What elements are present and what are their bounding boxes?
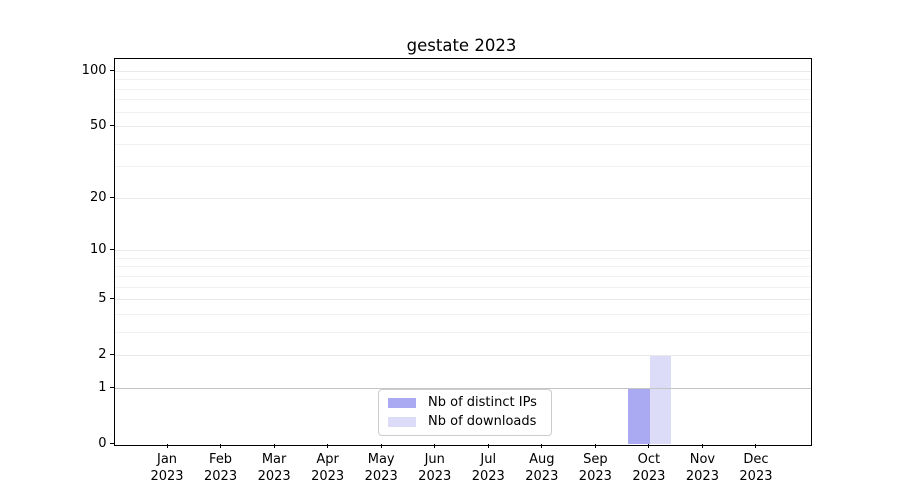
legend-label-distinct-ips: Nb of distinct IPs: [428, 395, 537, 410]
minor-gridline: [114, 166, 811, 168]
plot-area: [113, 57, 812, 446]
minor-gridline: [114, 331, 811, 333]
x-tick-label: Jul 2023: [471, 452, 505, 484]
minor-gridline: [114, 286, 811, 288]
legend-swatch-downloads: [388, 417, 416, 427]
x-tick-label: Dec 2023: [739, 452, 773, 484]
x-tick-mark: [327, 443, 329, 448]
major-gridline: [114, 250, 811, 252]
bar-oct-series-0: [628, 388, 650, 445]
major-gridline: [114, 387, 811, 389]
major-gridline: [114, 70, 811, 72]
minor-gridline: [114, 275, 811, 277]
x-tick-mark: [434, 443, 436, 448]
y-tick-label: 0: [98, 436, 107, 451]
x-tick-mark: [380, 443, 382, 448]
y-tick-label: 20: [89, 189, 107, 205]
x-tick-mark: [273, 443, 275, 448]
minor-gridline: [114, 79, 811, 81]
y-tick-mark: [109, 354, 114, 356]
x-tick-mark: [487, 443, 489, 448]
x-tick-label: Oct 2023: [632, 452, 666, 484]
y-tick-mark: [109, 196, 114, 198]
x-tick-label: Jun 2023: [418, 452, 452, 484]
y-tick-label: 50: [89, 117, 107, 133]
chart-title: gestate 2023: [406, 36, 517, 55]
y-tick-mark: [109, 386, 114, 388]
y-tick-label: 2: [98, 347, 107, 363]
y-tick-mark: [109, 69, 114, 71]
x-tick-mark: [648, 443, 650, 448]
x-tick-label: Aug 2023: [525, 452, 559, 484]
legend-item-distinct-ips: Nb of distinct IPs: [388, 396, 542, 410]
x-tick-label: May 2023: [364, 452, 398, 484]
minor-gridline: [114, 111, 811, 113]
y-tick-label: 10: [89, 242, 107, 258]
major-gridline: [114, 299, 811, 301]
gridlines-layer: [114, 59, 811, 445]
x-tick-label: Mar 2023: [257, 452, 291, 484]
y-tick-mark: [109, 249, 114, 251]
major-gridline: [114, 197, 811, 199]
bars-layer: [115, 59, 811, 445]
major-gridline: [114, 125, 811, 127]
y-tick-label: 5: [98, 291, 107, 307]
major-gridline: [114, 355, 811, 357]
legend-swatch-distinct-ips: [388, 398, 416, 408]
x-tick-mark: [166, 443, 168, 448]
y-tick-mark: [109, 443, 114, 444]
y-tick-label: 100: [81, 62, 107, 78]
minor-gridline: [114, 313, 811, 315]
bar-oct-series-1: [649, 355, 672, 445]
x-tick-mark: [701, 443, 703, 448]
x-tick-label: Jan 2023: [150, 452, 184, 484]
x-tick-label: Apr 2023: [311, 452, 345, 484]
y-tick-mark: [109, 298, 114, 300]
x-tick-mark: [594, 443, 596, 448]
minor-gridline: [114, 266, 811, 268]
x-tick-label: Sep 2023: [578, 452, 612, 484]
y-tick-label: 1: [98, 379, 107, 395]
minor-gridline: [114, 88, 811, 90]
legend-label-downloads: Nb of downloads: [428, 414, 537, 429]
legend: Nb of distinct IPs Nb of downloads: [378, 389, 552, 436]
minor-gridline: [114, 99, 811, 101]
legend-item-downloads: Nb of downloads: [388, 415, 542, 429]
x-tick-mark: [220, 443, 222, 448]
x-tick-label: Nov 2023: [685, 452, 719, 484]
y-tick-mark: [109, 124, 114, 126]
x-tick-mark: [755, 443, 757, 448]
minor-gridline: [114, 257, 811, 259]
minor-gridline: [114, 143, 811, 145]
x-tick-mark: [541, 443, 543, 448]
x-tick-label: Feb 2023: [204, 452, 238, 484]
